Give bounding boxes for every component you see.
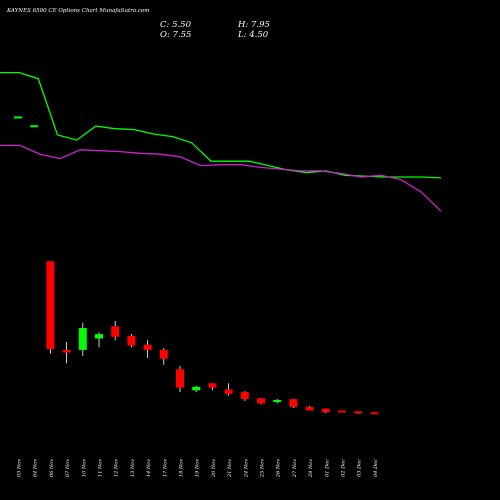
- candle: [192, 385, 201, 393]
- x-tick-label: 04 Nov: [33, 459, 39, 477]
- candle: [62, 342, 71, 364]
- candle-body: [305, 406, 314, 411]
- candle: [95, 332, 103, 348]
- x-tick-label: 01 Dec: [324, 459, 330, 477]
- candle-body: [46, 261, 55, 350]
- candle-body: [240, 392, 249, 400]
- x-tick-label: 13 Nov: [130, 459, 136, 477]
- x-tick-label: 26 Nov: [276, 459, 282, 478]
- x-tick-label: 11 Nov: [98, 459, 104, 477]
- candle-body: [127, 335, 136, 346]
- candle: [370, 412, 379, 415]
- x-tick-label: 24 Nov: [243, 459, 249, 478]
- candle: [143, 340, 152, 358]
- candle: [321, 408, 330, 414]
- candle-body: [111, 326, 120, 337]
- x-tick-label: 14 Nov: [146, 459, 152, 477]
- high-label: H: 7.95: [237, 20, 270, 30]
- x-tick-label: 17 Nov: [162, 459, 168, 477]
- candle: [176, 365, 184, 393]
- candle-body: [208, 383, 217, 388]
- candle: [338, 410, 346, 413]
- candle: [46, 261, 55, 354]
- x-tick-label: 03 Nov: [17, 459, 23, 477]
- candle-body: [321, 408, 330, 413]
- x-tick-label: 07 Nov: [65, 459, 71, 477]
- x-tick-label: 21 Nov: [227, 459, 233, 478]
- x-tick-label: 25 Nov: [260, 459, 266, 478]
- candle-body: [257, 398, 265, 404]
- candle-body: [95, 334, 103, 339]
- x-tick-label: 19 Nov: [195, 459, 201, 477]
- open-label: O: 7.55: [160, 30, 191, 40]
- candle-body: [338, 410, 346, 413]
- x-tick-label: 20 Nov: [211, 459, 217, 478]
- indicator-lines: [0, 71, 442, 212]
- candles: [14, 116, 379, 415]
- candle-body: [289, 399, 298, 407]
- candle-body: [176, 369, 184, 388]
- candle: [78, 322, 87, 357]
- overlay-line-2: [0, 144, 442, 212]
- candle-body: [192, 386, 201, 391]
- candle: [111, 320, 120, 341]
- candle: [273, 399, 282, 404]
- x-tick-label: 18 Nov: [179, 459, 185, 477]
- x-tick-label: 12 Nov: [114, 459, 120, 477]
- candle: [240, 391, 249, 401]
- x-tick-label: 03 Dec: [357, 459, 363, 477]
- candle: [30, 125, 39, 128]
- candle-body: [159, 349, 168, 359]
- candle-body: [14, 116, 22, 119]
- candle: [305, 406, 314, 411]
- candle: [257, 398, 265, 405]
- x-tick-label: 10 Nov: [81, 459, 87, 477]
- x-tick-label: 27 Nov: [292, 459, 298, 478]
- candle: [354, 411, 363, 415]
- candle-body: [78, 327, 87, 350]
- x-axis: 03 Nov 04 Nov 06 Nov 07 Nov 10 Nov 11 Nov 12 N…: [17, 459, 379, 478]
- candle-body: [30, 125, 39, 128]
- candle-body: [143, 344, 152, 350]
- candle-body: [62, 349, 71, 353]
- candle-body: [370, 412, 379, 415]
- x-tick-label: 04 Dec: [373, 459, 379, 477]
- x-tick-label: 02 Dec: [341, 459, 347, 477]
- close-label: C: 5.50: [160, 20, 192, 30]
- candle-body: [354, 411, 363, 414]
- candle: [127, 334, 136, 348]
- low-label: L: 4.50: [237, 30, 269, 40]
- x-tick-label: 28 Nov: [308, 459, 314, 478]
- candle: [224, 383, 233, 396]
- chart-title: KAYNES 6500 CE Options Chart MunafaSutra…: [6, 8, 149, 14]
- candle-body: [224, 389, 233, 394]
- candle: [14, 116, 22, 119]
- candle: [208, 383, 217, 391]
- candle-body: [273, 399, 282, 402]
- candle: [159, 348, 168, 365]
- x-tick-label: 06 Nov: [49, 459, 55, 477]
- candle: [289, 399, 298, 408]
